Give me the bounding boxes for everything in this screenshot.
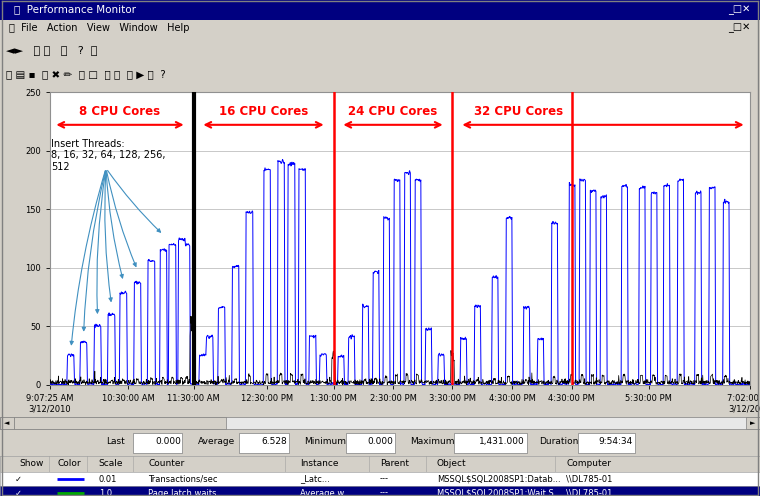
Text: ---: --- [380,489,389,496]
Text: 32 CPU Cores: 32 CPU Cores [474,105,564,118]
Text: Transactions/sec: Transactions/sec [148,475,217,484]
Text: 0.01: 0.01 [99,475,117,484]
Text: Minimum: Minimum [304,437,346,446]
Bar [0,417,14,430]
Text: ✓: ✓ [15,489,22,496]
Text: Average: Average [198,437,235,446]
Text: Insert Threads:
8, 16, 32, 64, 128, 256,
512: Insert Threads: 8, 16, 32, 64, 128, 256,… [52,139,166,172]
Bar [578,433,635,453]
Text: Last: Last [106,437,125,446]
Bar [746,417,760,430]
Text: ---: --- [380,475,389,484]
Text: ►: ► [750,420,756,426]
Text: ◄: ◄ [4,420,10,426]
Text: Counter: Counter [148,459,185,469]
Text: MSSQL$SQL2008SP1:Wait S...: MSSQL$SQL2008SP1:Wait S... [437,489,562,496]
Text: Computer: Computer [566,459,611,469]
Text: Maximum: Maximum [410,437,455,446]
Text: Duration: Duration [540,437,579,446]
Text: 8 CPU Cores: 8 CPU Cores [80,105,160,118]
Text: Ⓝ  Performance Monitor: Ⓝ Performance Monitor [14,4,136,14]
Text: 16 CPU Cores: 16 CPU Cores [219,105,308,118]
Bar [14,417,226,430]
Text: \\DL785-01: \\DL785-01 [566,475,613,484]
Text: Color: Color [57,459,81,469]
Text: Average w...: Average w... [300,489,352,496]
Text: Object: Object [437,459,467,469]
Text: Parent: Parent [380,459,409,469]
Text: Show: Show [19,459,43,469]
Text: MSSQL$SQL2008SP1:Datab...: MSSQL$SQL2008SP1:Datab... [437,475,561,484]
Text: \\DL785-01: \\DL785-01 [566,489,613,496]
Text: 9:54:34: 9:54:34 [599,437,633,446]
Text: ✓: ✓ [15,475,22,484]
Text: Ⓝ  File   Action   View   Window   Help: Ⓝ File Action View Window Help [9,23,190,33]
Text: 24 CPU Cores: 24 CPU Cores [348,105,438,118]
Text: Page latch waits: Page latch waits [148,489,217,496]
Text: 1,431.000: 1,431.000 [480,437,525,446]
Text: 6.528: 6.528 [261,437,287,446]
Text: ◄►   📄 📄   🖨   ?  📄: ◄► 📄 📄 🖨 ? 📄 [6,45,97,55]
Bar [239,433,289,453]
Text: Instance: Instance [300,459,339,469]
Bar [454,433,527,453]
Text: Scale: Scale [99,459,123,469]
Bar [346,433,395,453]
Text: 📊 ▤ ▪  ➕ ✖ ✏  📋 □  🔍 🖨  ⏮ ▶ ⏭  ?: 📊 ▤ ▪ ➕ ✖ ✏ 📋 □ 🔍 🖨 ⏮ ▶ ⏭ ? [6,69,166,79]
Text: 0.000: 0.000 [368,437,394,446]
Text: _□✕: _□✕ [728,4,750,14]
Bar [133,433,182,453]
Text: _Latc...: _Latc... [300,475,330,484]
Text: 0.000: 0.000 [155,437,181,446]
Text: _□✕: _□✕ [728,23,750,33]
Text: 1.0: 1.0 [99,489,112,496]
